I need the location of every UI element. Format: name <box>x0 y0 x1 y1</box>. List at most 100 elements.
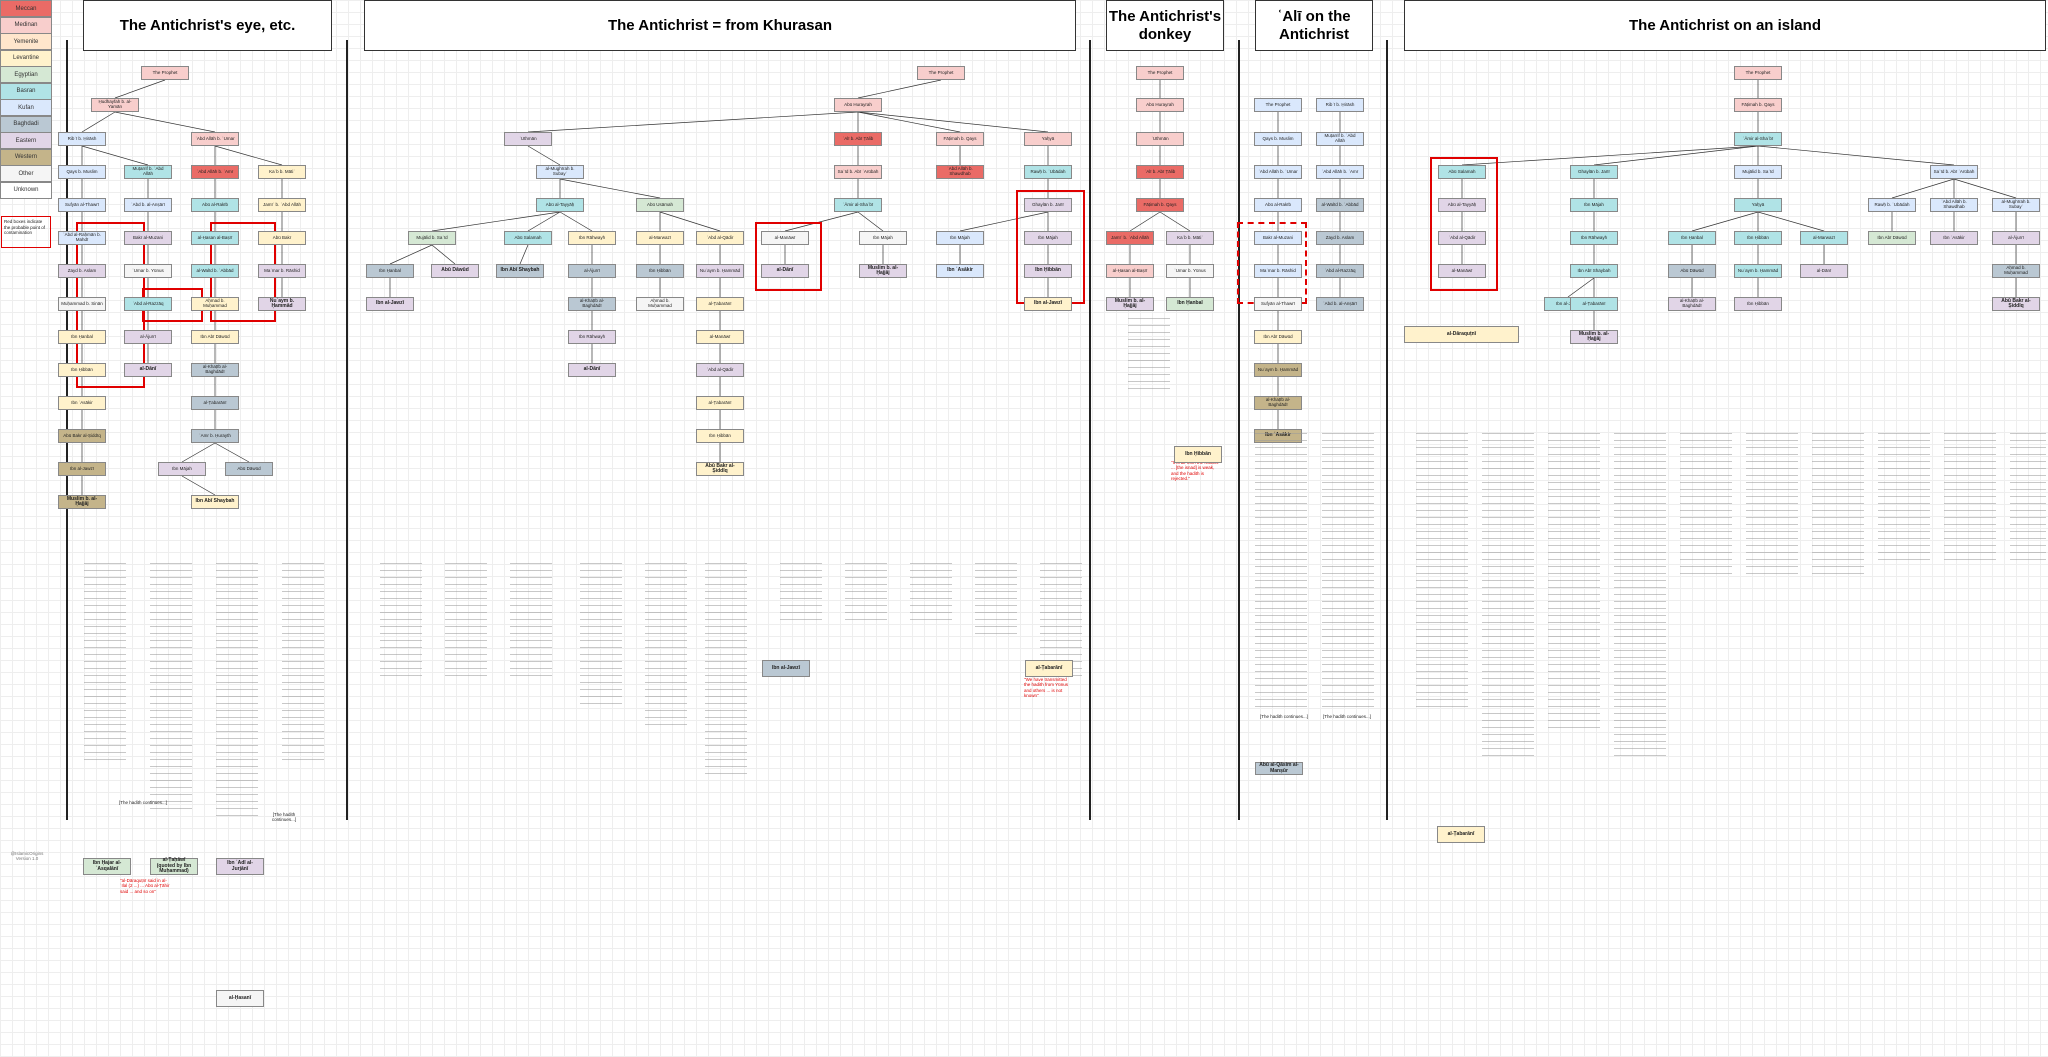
arabic-text-block <box>1680 430 1732 580</box>
isnad-node: al-Dānī <box>1800 264 1848 278</box>
isnad-node: al-Walīd b. ʿAbbād <box>1316 198 1364 212</box>
isnad-node: ʿAbd Allāh b. ʿUmar <box>1254 165 1302 179</box>
isnad-node: ʿAbd al-Raḥmān b. Mahdī <box>58 231 106 245</box>
isnad-node: Nuʿaym b. Ḥammād <box>696 264 744 278</box>
isnad-node: Muslim b. al-Ḥajjāj <box>1570 330 1618 344</box>
arabic-text-block <box>510 560 552 680</box>
isnad-node: Ibn al-Jawzī <box>1024 297 1072 311</box>
isnad-node: al-Ṭabarānī <box>696 297 744 311</box>
arabic-text-block <box>910 560 952 620</box>
isnad-node: Abū al-Tayyāḥ <box>536 198 584 212</box>
isnad-node: Ibn Ḥibbān <box>58 363 106 377</box>
isnad-node: Zayd b. Aslam <box>1316 231 1364 245</box>
isnad-edge <box>214 442 250 463</box>
isnad-node: al-Ṭabarānī <box>191 396 239 410</box>
isnad-edge <box>857 111 961 133</box>
isnad-edge <box>1461 145 1759 166</box>
isnad-node: Ibn ʿAsākir <box>936 264 984 278</box>
arabic-text-block <box>1548 430 1600 730</box>
note-2: [The hadith continues...] <box>118 800 168 805</box>
isnad-node: Sufyān al-Thawrī <box>58 198 106 212</box>
isnad-node: Bakr al-Muzani <box>1254 231 1302 245</box>
arabic-text-block <box>150 560 192 810</box>
isnad-node: Abū al-Rakīb <box>191 198 239 212</box>
isnad-node: al-Khaṭīb al-Baghdādī <box>568 297 616 311</box>
isnad-node: al-Dānī <box>568 363 616 377</box>
arabic-text-block <box>2010 430 2046 560</box>
isnad-node: Abū Bakr al-Ṣiddīq <box>58 429 106 443</box>
isnad-node: ʿUthmān <box>1136 132 1184 146</box>
isnad-node: Ibn Ḥanbal <box>58 330 106 344</box>
isnad-edge <box>1953 178 2017 199</box>
isnad-node: ʿAbd Allāh b. ʿAmr <box>1316 165 1364 179</box>
divider-5 <box>1386 40 1388 820</box>
arabic-text-block <box>380 560 422 680</box>
isnad-node: Ibn Ḥibbān <box>1734 231 1782 245</box>
isnad-node: Fāṭimah b. Qays <box>1734 98 1782 112</box>
isnad-edge <box>1757 211 1825 232</box>
isnad-node: Ibn Abī Dāwūd <box>1254 330 1302 344</box>
arabic-text-block <box>580 560 622 710</box>
isnad-edge <box>857 79 942 99</box>
isnad-node: Abū Dāwūd <box>1668 264 1716 278</box>
isnad-node: ʿAbd Allāh b. ʿUmar <box>191 132 239 146</box>
legend-item-eastern: Eastern <box>0 132 52 149</box>
isnad-node: Abū al-Tayyāḥ <box>1438 198 1486 212</box>
isnad-node: ʿĀmir al-Shaʿbī <box>1734 132 1782 146</box>
isnad-node: Abū Salamah <box>1438 165 1486 179</box>
isnad-edge <box>519 244 529 265</box>
isnad-node: Ibn al-Jawzī <box>58 462 106 476</box>
isnad-node: ʿAbd Allāh b. ʿAmr <box>191 165 239 179</box>
arabic-text-block <box>645 560 687 730</box>
isnad-node: Ibn Mājah <box>158 462 206 476</box>
source-label-6: al-Ṭabarānī <box>1025 660 1073 677</box>
isnad-node: Bakr al-Muzani <box>124 231 172 245</box>
isnad-edge <box>857 111 1049 133</box>
isnad-edge <box>214 145 283 166</box>
isnad-edge <box>431 244 456 265</box>
source-label-1: Ibn Ḥajar al-ʿAsqalānī <box>83 858 131 875</box>
isnad-edge <box>181 442 216 463</box>
isnad-node: Qays b. Muslim <box>58 165 106 179</box>
isnad-node: al-Ṭabarānī <box>696 396 744 410</box>
note-7: [The hadith continues...] <box>1322 714 1372 719</box>
isnad-node: Sufyān al-Thawrī <box>1254 297 1302 311</box>
arabic-text-block <box>216 560 258 820</box>
source-label-5: Ibn al-Jawzī <box>762 660 810 677</box>
arabic-text-block <box>445 560 487 680</box>
isnad-node: Fāṭimah b. Qays <box>1136 198 1184 212</box>
isnad-node: Muḥammad b. Sinān <box>58 297 106 311</box>
isnad-node: al-Khaṭīb al-Baghdādī <box>191 363 239 377</box>
isnad-node: al-Ājurrī <box>568 264 616 278</box>
isnad-node: The Prophet <box>141 66 189 80</box>
legend-item-unknown: Unknown <box>0 181 52 199</box>
isnad-node: Ibn Mājah <box>859 231 907 245</box>
legend: Meccan Medinan Yemenite Levantine Egyptian Ba… <box>0 0 52 200</box>
source-label-3: Ibn ʿAdī al-Jurjānī <box>216 858 264 875</box>
legend-note-box <box>1 216 51 248</box>
source-label-2: al-Ṭaḥāwī (quoted by Ibn Muḥammad) <box>150 858 198 875</box>
isnad-node: Ibn ʿAsākir <box>1930 231 1978 245</box>
isnad-edge <box>1129 211 1161 232</box>
isnad-node: Mujālid b. Saʿīd <box>1734 165 1782 179</box>
isnad-node: Muslim b. al-Ḥajjāj <box>1106 297 1154 311</box>
isnad-edge <box>857 211 884 232</box>
isnad-node: Yaḥyā <box>1734 198 1782 212</box>
arabic-text-block <box>1416 430 1468 710</box>
note-5: "It is all from the Kufans ... [the isna… <box>1171 460 1218 482</box>
arabic-text-block <box>845 560 887 620</box>
isnad-edge <box>114 79 166 99</box>
divider-2 <box>346 40 348 820</box>
isnad-node: Jamīʿ b. ʿAbd Allāh <box>258 198 306 212</box>
isnad-node: ʿUthmān <box>504 132 552 146</box>
isnad-node: Abū Usāmah <box>636 198 684 212</box>
isnad-node: Ibn Ḥibbān <box>696 429 744 443</box>
isnad-node: Maʿmar b. Rāshid <box>1254 264 1302 278</box>
isnad-node: Ḥudhayfah b. al-Yamān <box>91 98 139 112</box>
isnad-edge <box>1891 178 1955 199</box>
isnad-edge <box>527 211 561 232</box>
isnad-edge <box>81 111 116 133</box>
source-label-10: al-Dāraquṭnī <box>1404 326 1519 343</box>
note-4: [The hadith continues...] <box>1259 714 1309 719</box>
isnad-node: Aḥmad b. Muḥammad <box>1992 264 2040 278</box>
